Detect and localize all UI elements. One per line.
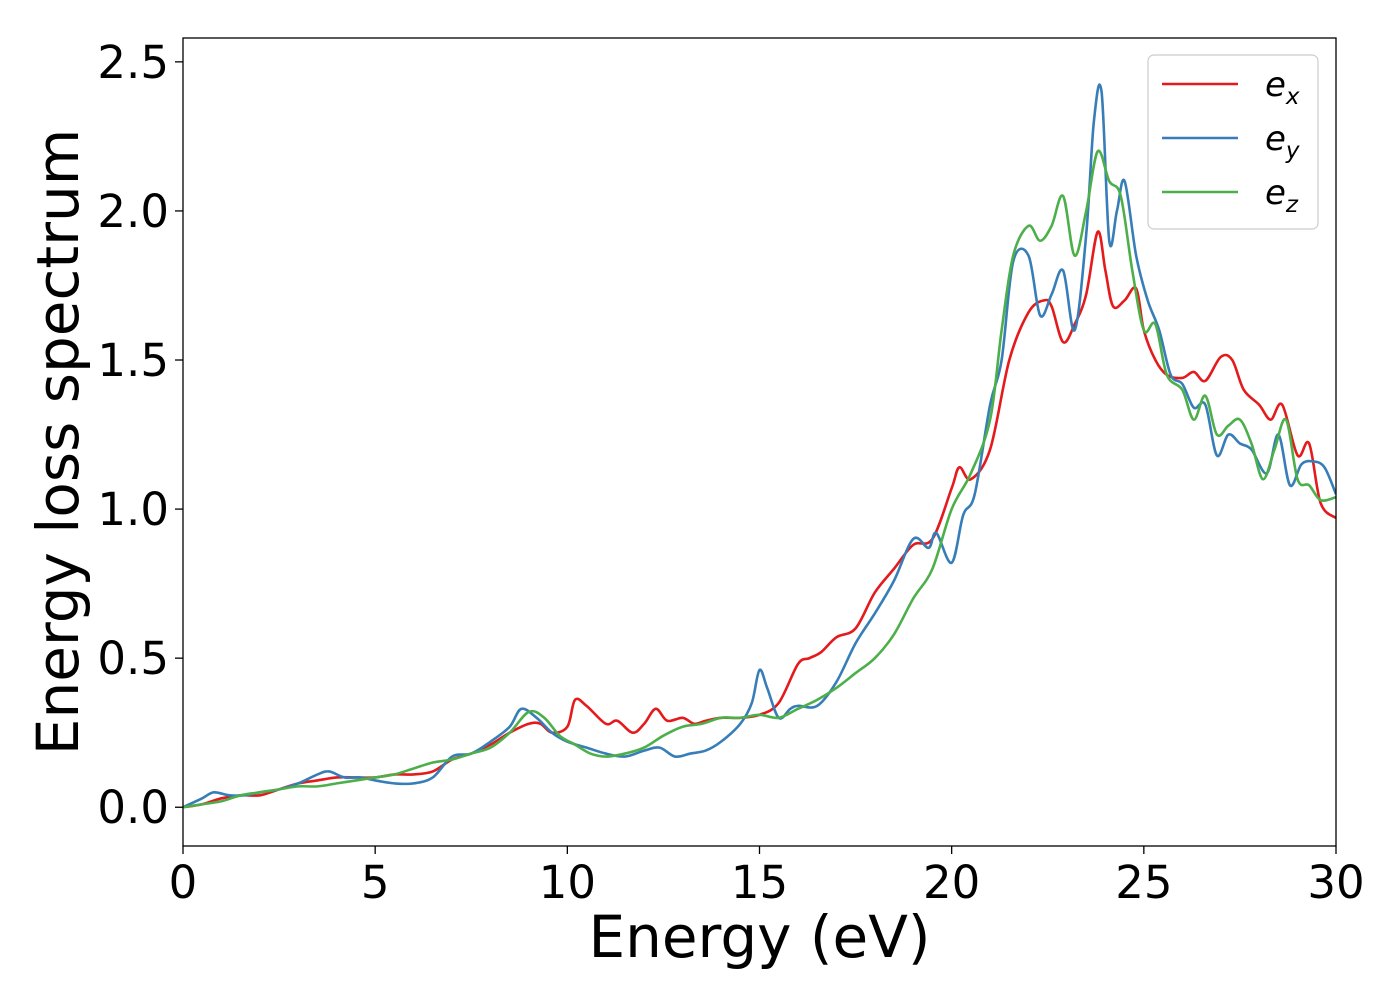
y-tick-label: 2.5 <box>97 36 169 89</box>
series-line-e_x <box>183 230 1336 809</box>
x-tick-label: 25 <box>1115 856 1172 909</box>
series-layer <box>183 83 1336 809</box>
legend-label-sub: y <box>1285 138 1300 164</box>
y-tick-label: 0.0 <box>97 781 169 834</box>
series-line-e_y <box>183 83 1336 809</box>
x-tick-label: 30 <box>1307 856 1364 909</box>
y-tick-label: 2.0 <box>97 185 169 238</box>
legend-label-base: e <box>1265 119 1286 159</box>
legend-label-e_x: ex <box>1265 65 1300 110</box>
ticks-layer: 0 5 10 15 20 25 30 0.0 0.5 1.0 1.5 2.0 2.5 <box>97 36 1364 909</box>
x-tick-label: 15 <box>731 856 788 909</box>
y-tick-label: 1.0 <box>97 483 169 536</box>
legend-label-e_z: ez <box>1265 173 1299 218</box>
legend-label-sub: x <box>1285 84 1300 110</box>
y-tick-label: 1.5 <box>97 334 169 387</box>
x-tick-label: 10 <box>539 856 596 909</box>
legend-label-sub: z <box>1285 192 1299 218</box>
legend-box <box>1147 54 1319 230</box>
series-line-e_z <box>183 149 1336 809</box>
y-axis-title: Energy loss spectrum <box>24 129 92 755</box>
legend-label-base: e <box>1265 173 1286 213</box>
x-tick-label: 20 <box>923 856 980 909</box>
x-tick-label: 5 <box>361 856 390 909</box>
y-tick-label: 0.5 <box>97 632 169 685</box>
x-tick-label: 0 <box>169 856 198 909</box>
legend-label-base: e <box>1265 65 1286 105</box>
legend-label-e_y: ey <box>1265 119 1300 164</box>
x-axis-title: Energy (eV) <box>588 903 930 971</box>
